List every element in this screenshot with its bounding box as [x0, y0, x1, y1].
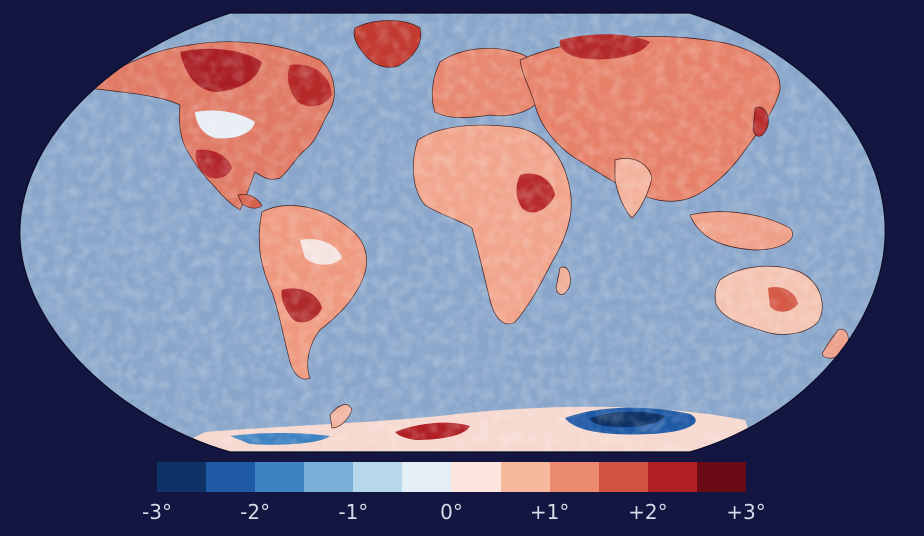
- colorbar-tick-label: +1°: [529, 500, 570, 524]
- colorbar-tick-label: -2°: [240, 500, 271, 524]
- colorbar-swatch-4: [353, 462, 403, 492]
- colorbar-swatch-0: [157, 462, 207, 492]
- colorbar: [157, 462, 746, 492]
- colorbar-swatch-6: [451, 462, 501, 492]
- colorbar-tick-label: -3°: [142, 500, 172, 524]
- world-map-svg: [19, 12, 886, 453]
- colorbar-swatch-2: [255, 462, 305, 492]
- colorbar-tick-label: 0°: [440, 500, 463, 524]
- colorbar-swatch-7: [500, 462, 550, 492]
- colorbar-swatch-5: [402, 462, 452, 492]
- colorbar-swatch-8: [549, 462, 599, 492]
- colorbar-tick-label: -1°: [338, 500, 369, 524]
- colorbar-swatch-11: [696, 462, 746, 492]
- colorbar-swatch-10: [647, 462, 697, 492]
- colorbar-swatch-1: [206, 462, 256, 492]
- colorbar-tick-label: +2°: [628, 500, 668, 524]
- globe-outline: [19, 12, 886, 453]
- world-map: [19, 12, 886, 453]
- colorbar-swatch-3: [304, 462, 354, 492]
- colorbar-tick-label: +3°: [726, 500, 766, 524]
- noise-texture: [19, 13, 886, 452]
- colorbar-swatch-9: [598, 462, 648, 492]
